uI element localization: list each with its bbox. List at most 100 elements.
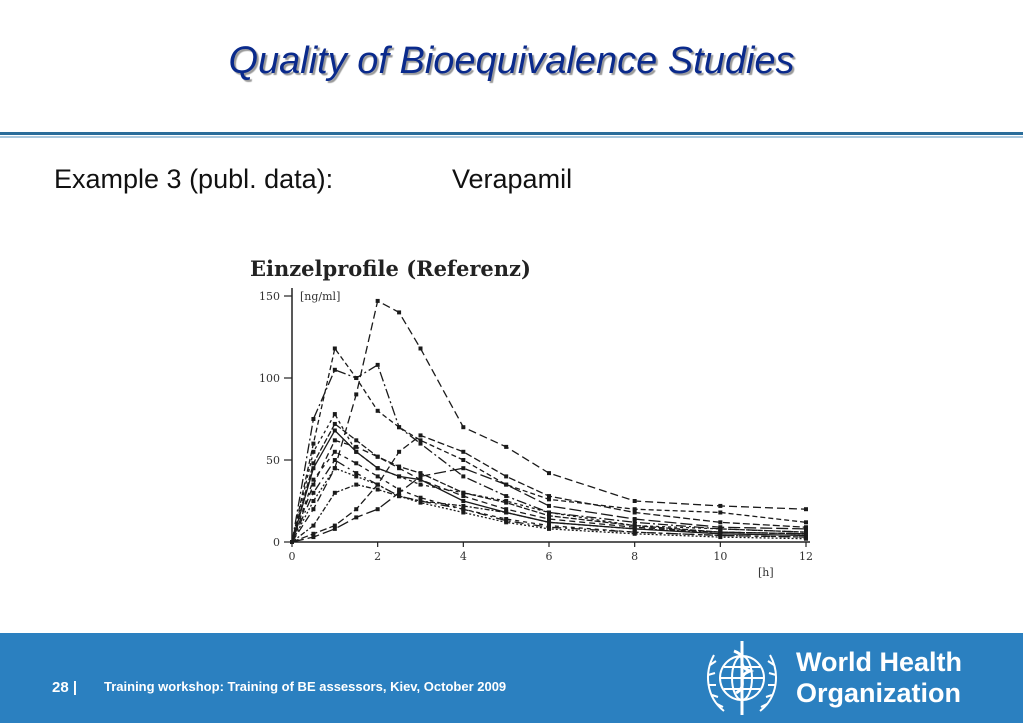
data-point bbox=[547, 503, 551, 508]
data-point bbox=[632, 499, 637, 503]
data-point bbox=[418, 477, 423, 482]
y-axis-unit: [ng/ml] bbox=[300, 290, 340, 303]
data-point bbox=[311, 466, 316, 471]
data-point bbox=[311, 449, 316, 454]
data-point bbox=[311, 499, 316, 503]
data-point bbox=[311, 523, 316, 528]
data-point bbox=[375, 466, 380, 471]
org-line-1: World Health bbox=[796, 647, 963, 677]
data-point bbox=[354, 474, 359, 479]
x-tick-label: 10 bbox=[713, 550, 727, 563]
data-point bbox=[461, 449, 466, 454]
data-point bbox=[354, 482, 359, 487]
drug-name: Verapamil bbox=[452, 164, 573, 194]
data-point bbox=[397, 310, 402, 315]
data-point bbox=[461, 458, 466, 462]
data-point bbox=[418, 499, 423, 503]
data-point bbox=[375, 482, 380, 487]
data-point bbox=[354, 444, 359, 449]
data-point bbox=[332, 421, 337, 426]
data-point bbox=[632, 507, 637, 512]
data-point bbox=[632, 517, 637, 522]
data-point bbox=[718, 535, 723, 540]
data-point bbox=[547, 497, 551, 502]
data-point bbox=[332, 458, 337, 462]
data-point bbox=[804, 507, 808, 512]
data-point bbox=[632, 520, 637, 525]
series-10 bbox=[290, 433, 808, 544]
data-point bbox=[332, 466, 337, 471]
data-point bbox=[718, 520, 723, 525]
data-point bbox=[461, 507, 466, 512]
data-point bbox=[332, 412, 337, 417]
data-point bbox=[397, 425, 402, 430]
data-point bbox=[632, 510, 637, 515]
data-point bbox=[397, 494, 402, 499]
data-point bbox=[504, 510, 509, 515]
data-point bbox=[804, 531, 808, 536]
page-number: 28 | bbox=[52, 679, 77, 696]
who-wordmark: World Health Organization bbox=[796, 647, 962, 709]
data-point bbox=[504, 474, 509, 479]
data-point bbox=[354, 461, 359, 466]
data-point bbox=[311, 507, 316, 512]
chart-axes: 0 50 100 150 0 2 4 6 8 10 12 bbox=[259, 288, 813, 563]
data-point bbox=[354, 471, 359, 476]
data-point bbox=[311, 461, 316, 466]
y-tick-label: 0 bbox=[273, 536, 280, 549]
data-point bbox=[375, 362, 380, 367]
data-point bbox=[397, 490, 402, 495]
slide-title: Quality of Bioequivalence Studies bbox=[228, 40, 795, 82]
footer-bar: 28 | Training workshop: Training of BE a… bbox=[0, 633, 1023, 723]
x-axis-unit: [h] bbox=[758, 566, 774, 579]
data-point bbox=[311, 417, 316, 421]
y-tick-label: 100 bbox=[259, 372, 280, 385]
data-point bbox=[461, 490, 466, 495]
data-point bbox=[632, 525, 637, 530]
data-point bbox=[804, 520, 808, 525]
chart-series-group bbox=[290, 298, 808, 544]
data-point bbox=[804, 526, 808, 531]
data-point bbox=[504, 520, 509, 525]
data-point bbox=[354, 376, 359, 380]
data-point bbox=[504, 500, 509, 505]
data-point bbox=[418, 474, 423, 479]
data-point bbox=[332, 449, 337, 454]
data-point bbox=[311, 531, 316, 536]
data-point bbox=[397, 474, 402, 479]
data-point bbox=[504, 482, 509, 487]
x-tick-label: 0 bbox=[289, 550, 296, 563]
data-point bbox=[718, 503, 723, 508]
data-point bbox=[547, 526, 551, 531]
title-divider-light bbox=[0, 136, 1023, 138]
data-point bbox=[332, 428, 337, 433]
chart-panel: Einzelprofile (Referenz) [ng/ml] [h] 0 50… bbox=[240, 244, 848, 584]
data-point bbox=[354, 449, 359, 454]
data-point bbox=[632, 531, 637, 536]
data-point bbox=[718, 530, 723, 535]
data-point bbox=[375, 507, 380, 512]
data-point bbox=[311, 441, 316, 446]
data-point bbox=[718, 510, 723, 515]
x-tick-label: 8 bbox=[631, 550, 638, 563]
data-point bbox=[804, 536, 808, 541]
data-point bbox=[397, 466, 402, 471]
data-point bbox=[332, 346, 337, 351]
series-11 bbox=[290, 466, 808, 544]
data-point bbox=[375, 454, 380, 459]
data-point bbox=[461, 499, 466, 503]
data-point bbox=[354, 438, 359, 443]
data-point bbox=[461, 510, 466, 515]
data-point bbox=[461, 425, 466, 430]
title-divider bbox=[0, 132, 1023, 135]
data-point bbox=[418, 346, 423, 351]
who-emblem-icon bbox=[707, 641, 777, 715]
data-point bbox=[461, 474, 466, 479]
concentration-time-chart: Einzelprofile (Referenz) [ng/ml] [h] 0 50… bbox=[250, 256, 813, 579]
x-tick-label: 2 bbox=[374, 550, 381, 563]
data-point bbox=[718, 525, 723, 530]
footer-text: Training workshop: Training of BE assess… bbox=[104, 679, 507, 694]
data-point bbox=[547, 494, 551, 499]
data-point bbox=[418, 495, 423, 500]
chart-title: Einzelprofile (Referenz) bbox=[250, 256, 531, 281]
